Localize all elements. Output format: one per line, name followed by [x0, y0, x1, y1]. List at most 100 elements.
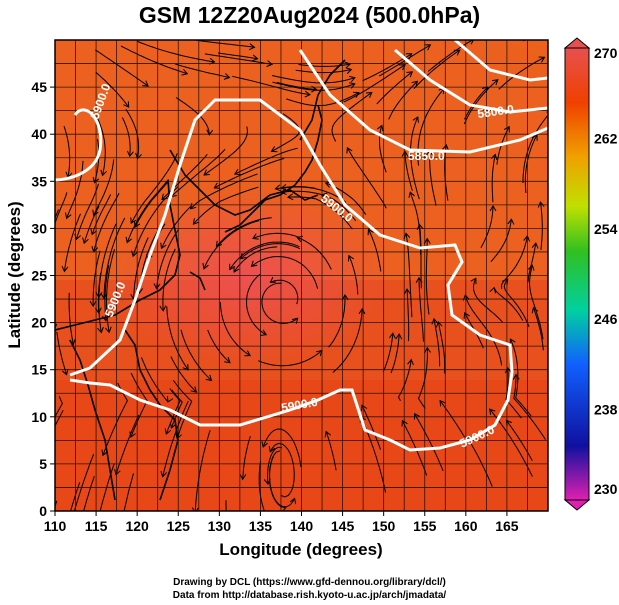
streamline-arrow: [248, 43, 256, 51]
streamline: [439, 400, 466, 438]
credit-data: Data from http://database.rish.kyoto-u.a…: [172, 590, 447, 601]
streamline-arrow: [130, 217, 137, 225]
x-tick-label: 125: [167, 518, 191, 534]
streamline-arrow: [239, 473, 247, 481]
streamline-arrow: [489, 408, 496, 415]
streamline-arrow: [470, 277, 477, 285]
streamline: [397, 359, 412, 401]
streamline: [172, 380, 193, 439]
streamline: [418, 277, 424, 342]
streamline: [286, 92, 360, 107]
streamline-arrow: [233, 168, 241, 175]
streamline-arrow: [244, 350, 252, 357]
streamline: [532, 307, 544, 351]
y-tick-label: 30: [31, 220, 47, 236]
streamline: [56, 331, 68, 375]
streamline-arrow: [205, 374, 213, 382]
streamline-arrow: [92, 209, 99, 217]
streamline-arrow: [202, 262, 209, 270]
streamline: [130, 153, 178, 224]
streamline: [104, 265, 110, 321]
streamline-arrow: [82, 237, 89, 245]
streamline: [102, 382, 128, 456]
streamline-arrow: [250, 260, 258, 268]
streamline-arrow: [367, 228, 374, 236]
streamline: [524, 134, 538, 194]
streamline-arrow: [435, 320, 443, 328]
height-contours: [55, 40, 548, 452]
streamline-arrow: [126, 150, 134, 158]
streamline: [93, 193, 120, 252]
x-tick-label: 165: [495, 518, 519, 534]
streamline: [523, 40, 527, 42]
streamline: [55, 410, 64, 428]
contour-5900-loop: [55, 108, 103, 182]
streamline-arrow: [509, 338, 516, 345]
streamline-arrow: [376, 124, 384, 132]
streamline: [332, 308, 363, 373]
streamline: [401, 420, 428, 476]
streamline-arrow: [320, 192, 328, 200]
streamline-arrow: [403, 288, 411, 295]
streamline-arrow: [353, 91, 360, 98]
coast-japan: [224, 104, 323, 233]
streamline: [464, 86, 489, 120]
streamline: [262, 428, 302, 467]
streamline-arrow: [166, 396, 174, 403]
streamline-arrow: [61, 368, 69, 376]
streamline-arrow: [274, 184, 282, 192]
streamline-arrow: [304, 90, 311, 98]
streamline: [83, 476, 95, 511]
streamline: [133, 237, 149, 300]
streamline-arrow: [181, 68, 189, 76]
streamline-arrow: [423, 237, 431, 244]
streamline-arrow: [411, 80, 419, 88]
streamline: [68, 292, 74, 345]
streamline: [95, 71, 130, 108]
streamline-arrow: [463, 312, 470, 319]
coast-vietnam: [69, 339, 116, 501]
x-axis: 110 115 120 125 130 135 140 145 150 155 160 165: [44, 511, 519, 534]
streamline-arrow: [442, 144, 449, 151]
y-tick-label: 25: [31, 268, 47, 284]
colorbar-tick-label: 238: [594, 402, 618, 418]
streamline-arrow: [412, 116, 419, 123]
streamline: [425, 238, 430, 315]
grid-lines: [54, 39, 549, 512]
streamline-arrow: [213, 182, 221, 189]
streamline-arrow: [424, 346, 431, 354]
streamline: [261, 282, 298, 324]
streamline-arrow: [531, 306, 539, 314]
streamline: [123, 473, 134, 511]
streamline-arrow: [114, 468, 121, 476]
streamline: [343, 64, 406, 103]
contour-5900: [69, 98, 514, 452]
streamline-arrow: [489, 286, 497, 294]
streamline: [463, 79, 499, 125]
streamline: [298, 63, 351, 67]
streamline: [522, 114, 548, 183]
streamline: [378, 44, 431, 77]
streamline-arrow: [252, 233, 259, 240]
streamline: [137, 40, 215, 63]
streamline-arrow: [160, 242, 167, 250]
streamline: [513, 374, 546, 440]
streamline: [242, 435, 251, 480]
y-axis: 0 5 10 15 20 25 30 35 40 45: [31, 79, 55, 519]
x-tick-label: 140: [290, 518, 314, 534]
streamline-arrow: [395, 333, 403, 340]
streamline: [404, 151, 413, 191]
streamline: [414, 413, 444, 472]
colorbar-bottom-arrow: [563, 499, 591, 511]
streamline: [96, 116, 106, 176]
streamline-arrow: [538, 56, 546, 63]
streamline: [93, 159, 115, 216]
streamline: [406, 289, 410, 342]
streamline-arrow: [439, 399, 446, 407]
streamline-arrow: [233, 266, 240, 273]
streamline-arrow: [405, 53, 413, 60]
streamline: [382, 333, 394, 373]
streamline-arrow: [263, 478, 271, 486]
streamline: [281, 190, 325, 197]
streamline-arrow: [104, 326, 112, 334]
